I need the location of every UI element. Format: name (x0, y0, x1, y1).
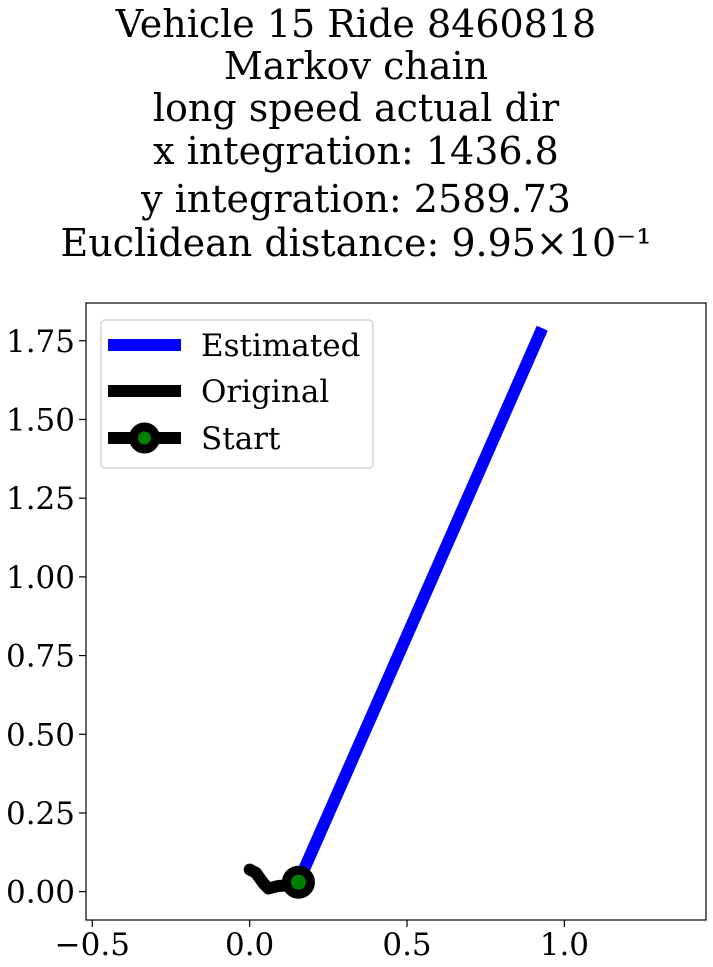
y-tick-label: 0.00 (6, 875, 75, 911)
x-tick-label: 0.5 (382, 927, 431, 963)
title-line: Markov chain (224, 44, 488, 88)
series-group (243, 325, 548, 899)
y-tick-label: 0.75 (6, 639, 75, 675)
y-tick-label: 1.25 (6, 481, 75, 517)
title-line: y integration: 2589.73 (140, 177, 571, 221)
title-line: x integration: 1436.8 (153, 129, 559, 173)
x-tick-label: −0.5 (55, 927, 130, 963)
y-tick-label: 1.00 (6, 560, 75, 596)
y-tick-label: 0.50 (6, 717, 75, 753)
y-tick-label: 1.50 (6, 402, 75, 438)
legend-label-estimated: Estimated (201, 328, 360, 364)
start-point-marker (281, 865, 315, 899)
series-line-estimated (292, 325, 548, 885)
legend-marker-start (129, 422, 160, 454)
y-axis: 0.00 0.25 0.50 0.75 1.00 1.25 1.50 1.75 (6, 324, 86, 911)
legend-label-original: Original (201, 374, 329, 410)
x-tick-label: 1.0 (540, 927, 589, 963)
legend: Estimated Original Start (100, 319, 374, 469)
legend-box (100, 319, 374, 469)
x-tick-label: 0.0 (225, 927, 274, 963)
title-line: Vehicle 15 Ride 8460818 (115, 2, 596, 46)
title-line: long speed actual dir (153, 86, 560, 130)
x-axis: −0.5 0.0 0.5 1.0 (55, 920, 589, 963)
legend-label-start: Start (201, 421, 281, 457)
y-tick-label: 1.75 (6, 324, 75, 360)
y-tick-label: 0.25 (6, 796, 75, 832)
title-line: Euclidean distance: 9.95×10⁻¹ (61, 221, 652, 265)
plot-frame (85, 302, 707, 921)
